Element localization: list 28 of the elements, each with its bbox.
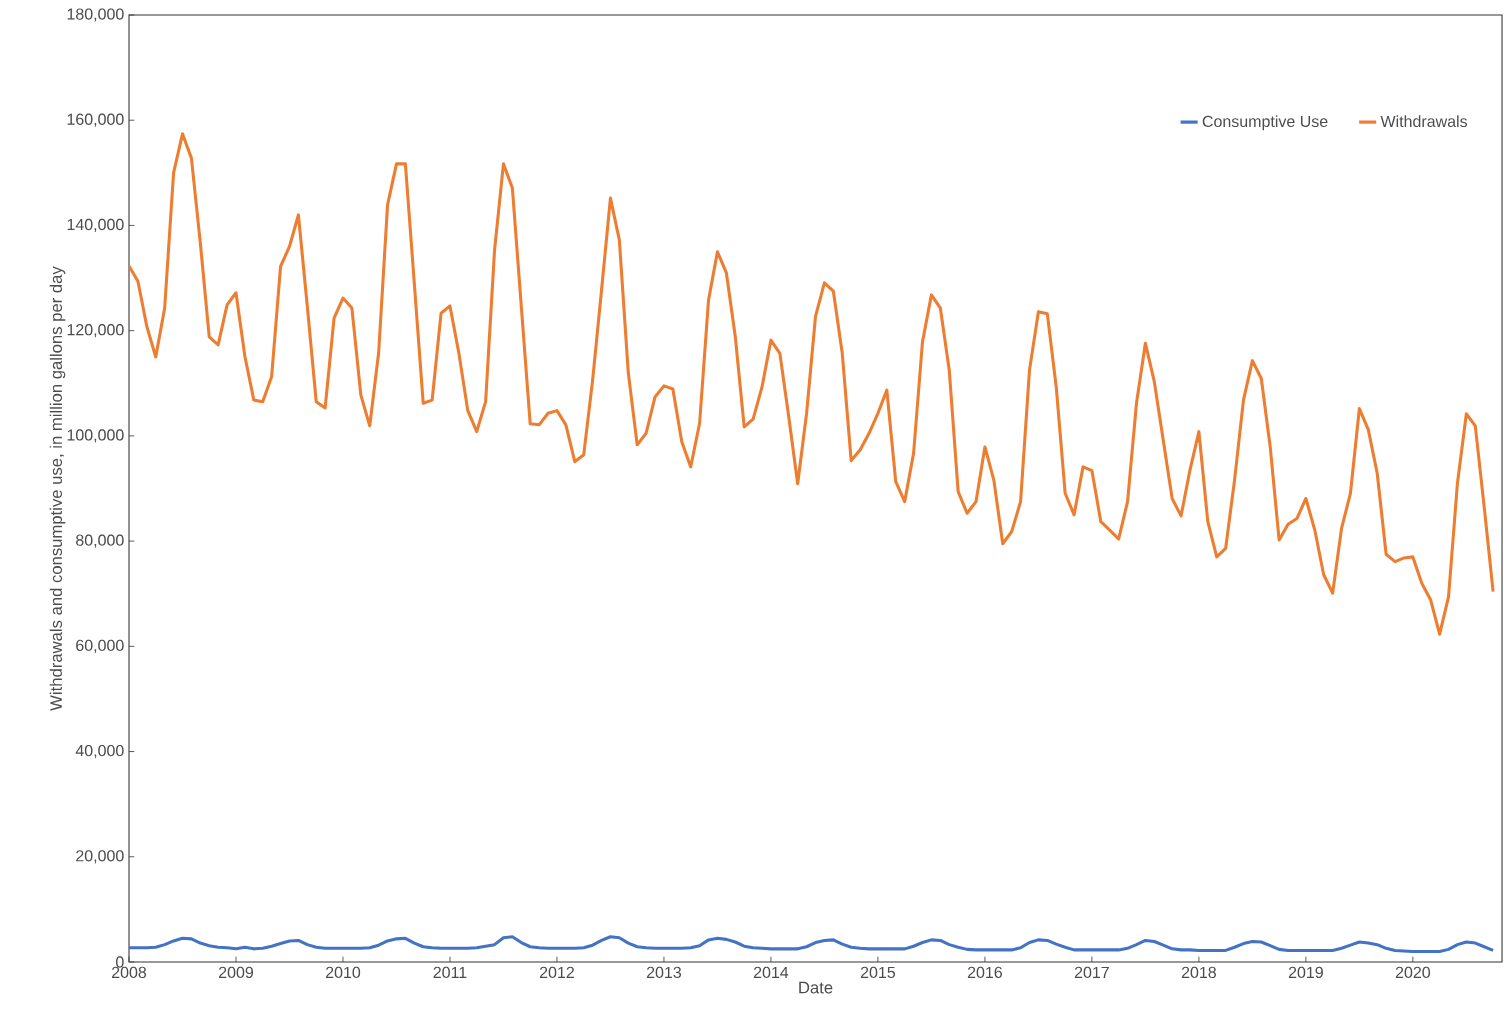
y-tick-label: 120,000 — [67, 324, 124, 338]
y-tick-label: 60,000 — [76, 639, 124, 653]
y-tick-label: 0 — [116, 956, 124, 968]
legend-label: Consumptive Use — [1202, 115, 1328, 131]
y-tick-label: 40,000 — [75, 744, 124, 759]
x-tick-label: 2020 — [1395, 966, 1431, 979]
x-tick-label: 2013 — [646, 966, 682, 979]
y-tick-label: 80,000 — [76, 534, 124, 548]
x-tick-label: 2011 — [433, 966, 467, 979]
x-tick-label: 2016 — [967, 966, 1002, 979]
y-tick-label: 100,000 — [67, 429, 124, 443]
y-tick-label: 20,000 — [76, 850, 124, 864]
x-tick-label: 2009 — [218, 966, 254, 979]
legend-label: Withdrawals — [1380, 115, 1468, 128]
x-axis-title: Date — [799, 981, 833, 994]
x-tick-label: 2014 — [753, 966, 789, 979]
line-series — [129, 132, 1495, 636]
y-tick-label: 140,000 — [67, 218, 124, 233]
x-tick-label: 2019 — [1288, 966, 1323, 979]
x-tick-label: 2008 — [112, 966, 147, 979]
x-tick-label: 2017 — [1074, 966, 1109, 979]
y-axis-title: Withdrawals and consumptive use, in million gallons per day — [49, 266, 66, 711]
x-tick-label: 2012 — [539, 966, 574, 979]
y-tick-label: 180,000 — [67, 8, 124, 22]
x-tick-label: 2018 — [1181, 966, 1216, 979]
x-tick-label: 2015 — [860, 966, 896, 979]
x-tick-label: 2010 — [325, 966, 361, 979]
y-tick-label: 160,000 — [67, 113, 124, 127]
